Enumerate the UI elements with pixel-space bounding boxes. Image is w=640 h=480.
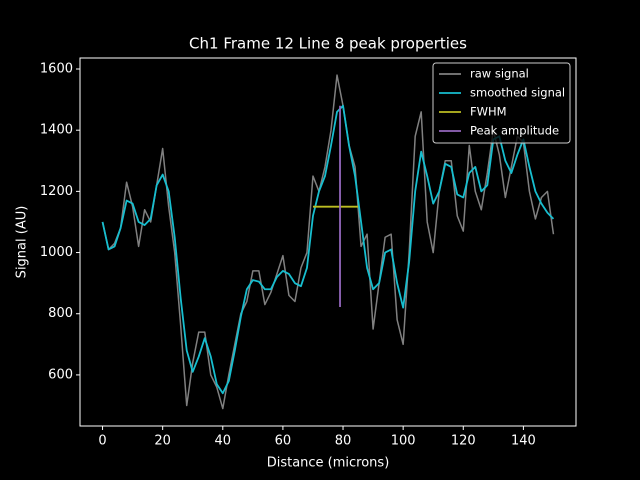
x-tick-label: 40	[215, 434, 232, 449]
legend-label: Peak amplitude	[470, 124, 559, 138]
y-tick-label: 600	[48, 367, 73, 382]
y-axis-label: Signal (AU)	[15, 206, 30, 279]
series-line	[101, 104, 555, 395]
y-tick-label: 1600	[40, 62, 73, 77]
chart-title: Ch1 Frame 12 Line 8 peak properties	[189, 35, 467, 53]
plot-frame	[79, 57, 577, 427]
y-tick-label: 1400	[40, 123, 73, 138]
x-tick-label: 60	[275, 434, 292, 449]
x-tick-label: 140	[511, 434, 536, 449]
x-tick-label: 20	[154, 434, 171, 449]
x-tick-label: 80	[335, 434, 352, 449]
legend-label: smoothed signal	[470, 86, 565, 100]
y-tick-label: 1200	[40, 184, 73, 199]
x-tick-label: 120	[451, 434, 476, 449]
y-tick-label: 1000	[40, 245, 73, 260]
y-tick-label: 800	[48, 306, 73, 321]
x-axis-label: Distance (microns)	[267, 456, 390, 471]
legend-label: FWHM	[470, 105, 507, 119]
x-tick-label: 0	[98, 434, 106, 449]
x-tick-label: 100	[391, 434, 416, 449]
legend-box	[432, 62, 571, 144]
series-line	[101, 74, 555, 410]
legend-label: raw signal	[470, 67, 529, 81]
